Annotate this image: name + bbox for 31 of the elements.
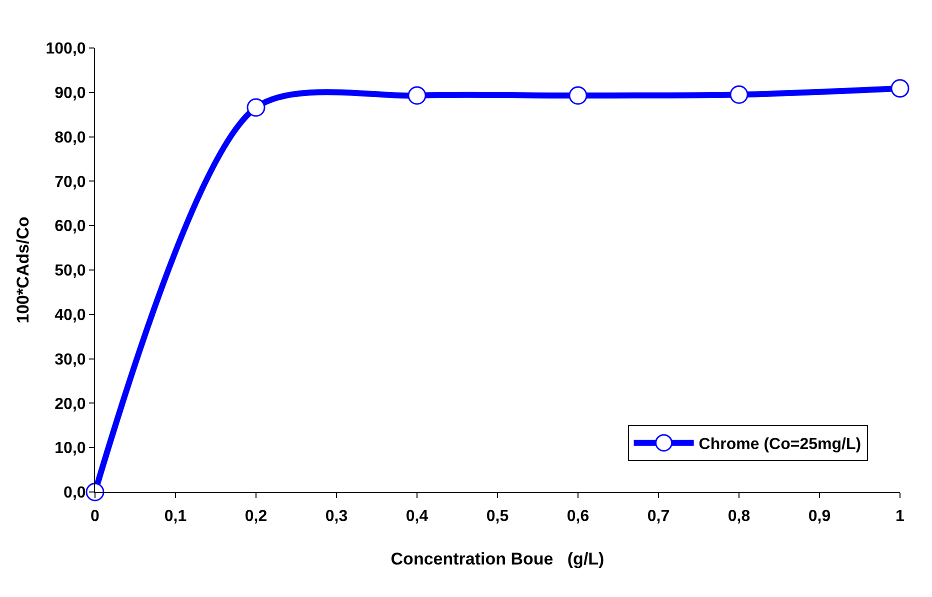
- point: [568, 86, 588, 105]
- point: [890, 79, 910, 98]
- x-axis-title: Concentration Boue (g/L): [390, 550, 604, 569]
- x-tick-label: 0,3: [325, 508, 348, 526]
- y-tick-label: 50,0: [54, 262, 86, 280]
- y-tick-label: 70,0: [54, 174, 86, 191]
- x-tick-label: 0,2: [244, 508, 268, 526]
- y-tick-label: 60,0: [54, 218, 86, 236]
- x-tick-label: 0,7: [647, 508, 670, 526]
- x-tick-label: 0,5: [486, 508, 509, 526]
- y-axis-title: 100*CAds/Co: [13, 216, 32, 324]
- point: [246, 98, 266, 117]
- x-tick-label: 0: [90, 508, 100, 526]
- y-tick-label: 100,0: [46, 40, 86, 58]
- legend-label: Chrome (Co=25mg/L): [698, 436, 862, 454]
- y-tick-label: 80,0: [54, 129, 86, 146]
- x-tick-label: 1: [896, 508, 905, 526]
- x-tick-label: 0,4: [406, 508, 428, 526]
- x-tick-label: 0,1: [164, 508, 187, 526]
- y-tick-label: 0,0: [64, 484, 86, 502]
- point: [86, 482, 104, 502]
- point: [730, 85, 748, 104]
- y-tick-label: 20,0: [54, 396, 86, 413]
- x-tick-label: 0,9: [808, 508, 831, 526]
- x-tick-label: 0,8: [728, 508, 750, 526]
- y-tick-label: 40,0: [54, 307, 86, 324]
- y-tick-label: 10,0: [54, 440, 86, 458]
- point: [408, 86, 426, 105]
- y-tick-label: 90,0: [54, 85, 86, 102]
- x-tick-label: 0,6: [566, 508, 590, 526]
- y-tick-label: 30,0: [54, 351, 86, 368]
